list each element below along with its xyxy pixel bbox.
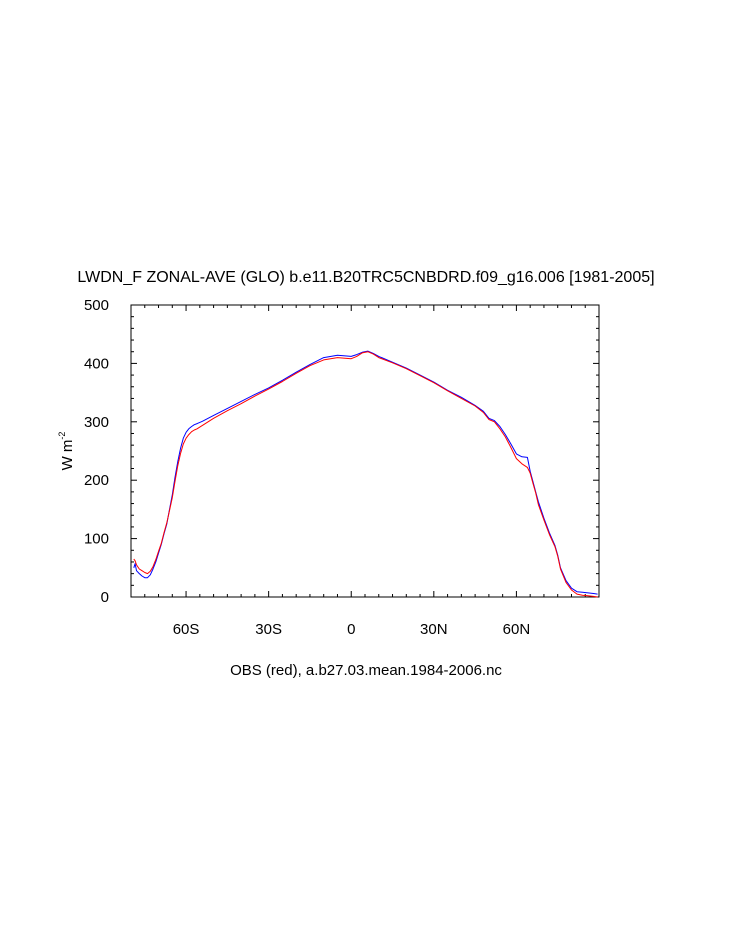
y-axis-label-exponent: -2 bbox=[57, 432, 67, 440]
plot-series bbox=[133, 350, 598, 598]
plot-frame bbox=[130, 304, 600, 598]
y-tick-label: 400 bbox=[84, 355, 109, 372]
x-tick-label: 30N bbox=[420, 621, 448, 638]
y-axis-label: W m-2 bbox=[57, 432, 76, 471]
obs-series-line bbox=[133, 351, 598, 598]
y-tick-label: 200 bbox=[84, 472, 109, 489]
y-axis-label-unit: W m bbox=[59, 440, 76, 471]
y-tick-label: 300 bbox=[84, 414, 109, 431]
x-axis: 60S 30S 0 30N 60N bbox=[130, 305, 600, 638]
x-tick-label: 60N bbox=[503, 621, 531, 638]
model-series-line bbox=[133, 350, 598, 595]
y-tick-label: 500 bbox=[84, 297, 109, 314]
x-tick-label: 0 bbox=[347, 621, 355, 638]
y-axis: 0 100 200 300 400 500 bbox=[84, 297, 599, 606]
x-axis-label: OBS (red), a.b27.03.mean.1984-2006.nc bbox=[230, 662, 502, 679]
x-tick-label: 30S bbox=[255, 621, 282, 638]
plot-border bbox=[130, 304, 600, 598]
x-tick-label: 60S bbox=[173, 621, 200, 638]
chart-title: LWDN_F ZONAL-AVE (GLO) b.e11.B20TRC5CNBD… bbox=[77, 269, 654, 286]
y-tick-label: 0 bbox=[101, 589, 109, 606]
y-tick-label: 100 bbox=[84, 531, 109, 548]
